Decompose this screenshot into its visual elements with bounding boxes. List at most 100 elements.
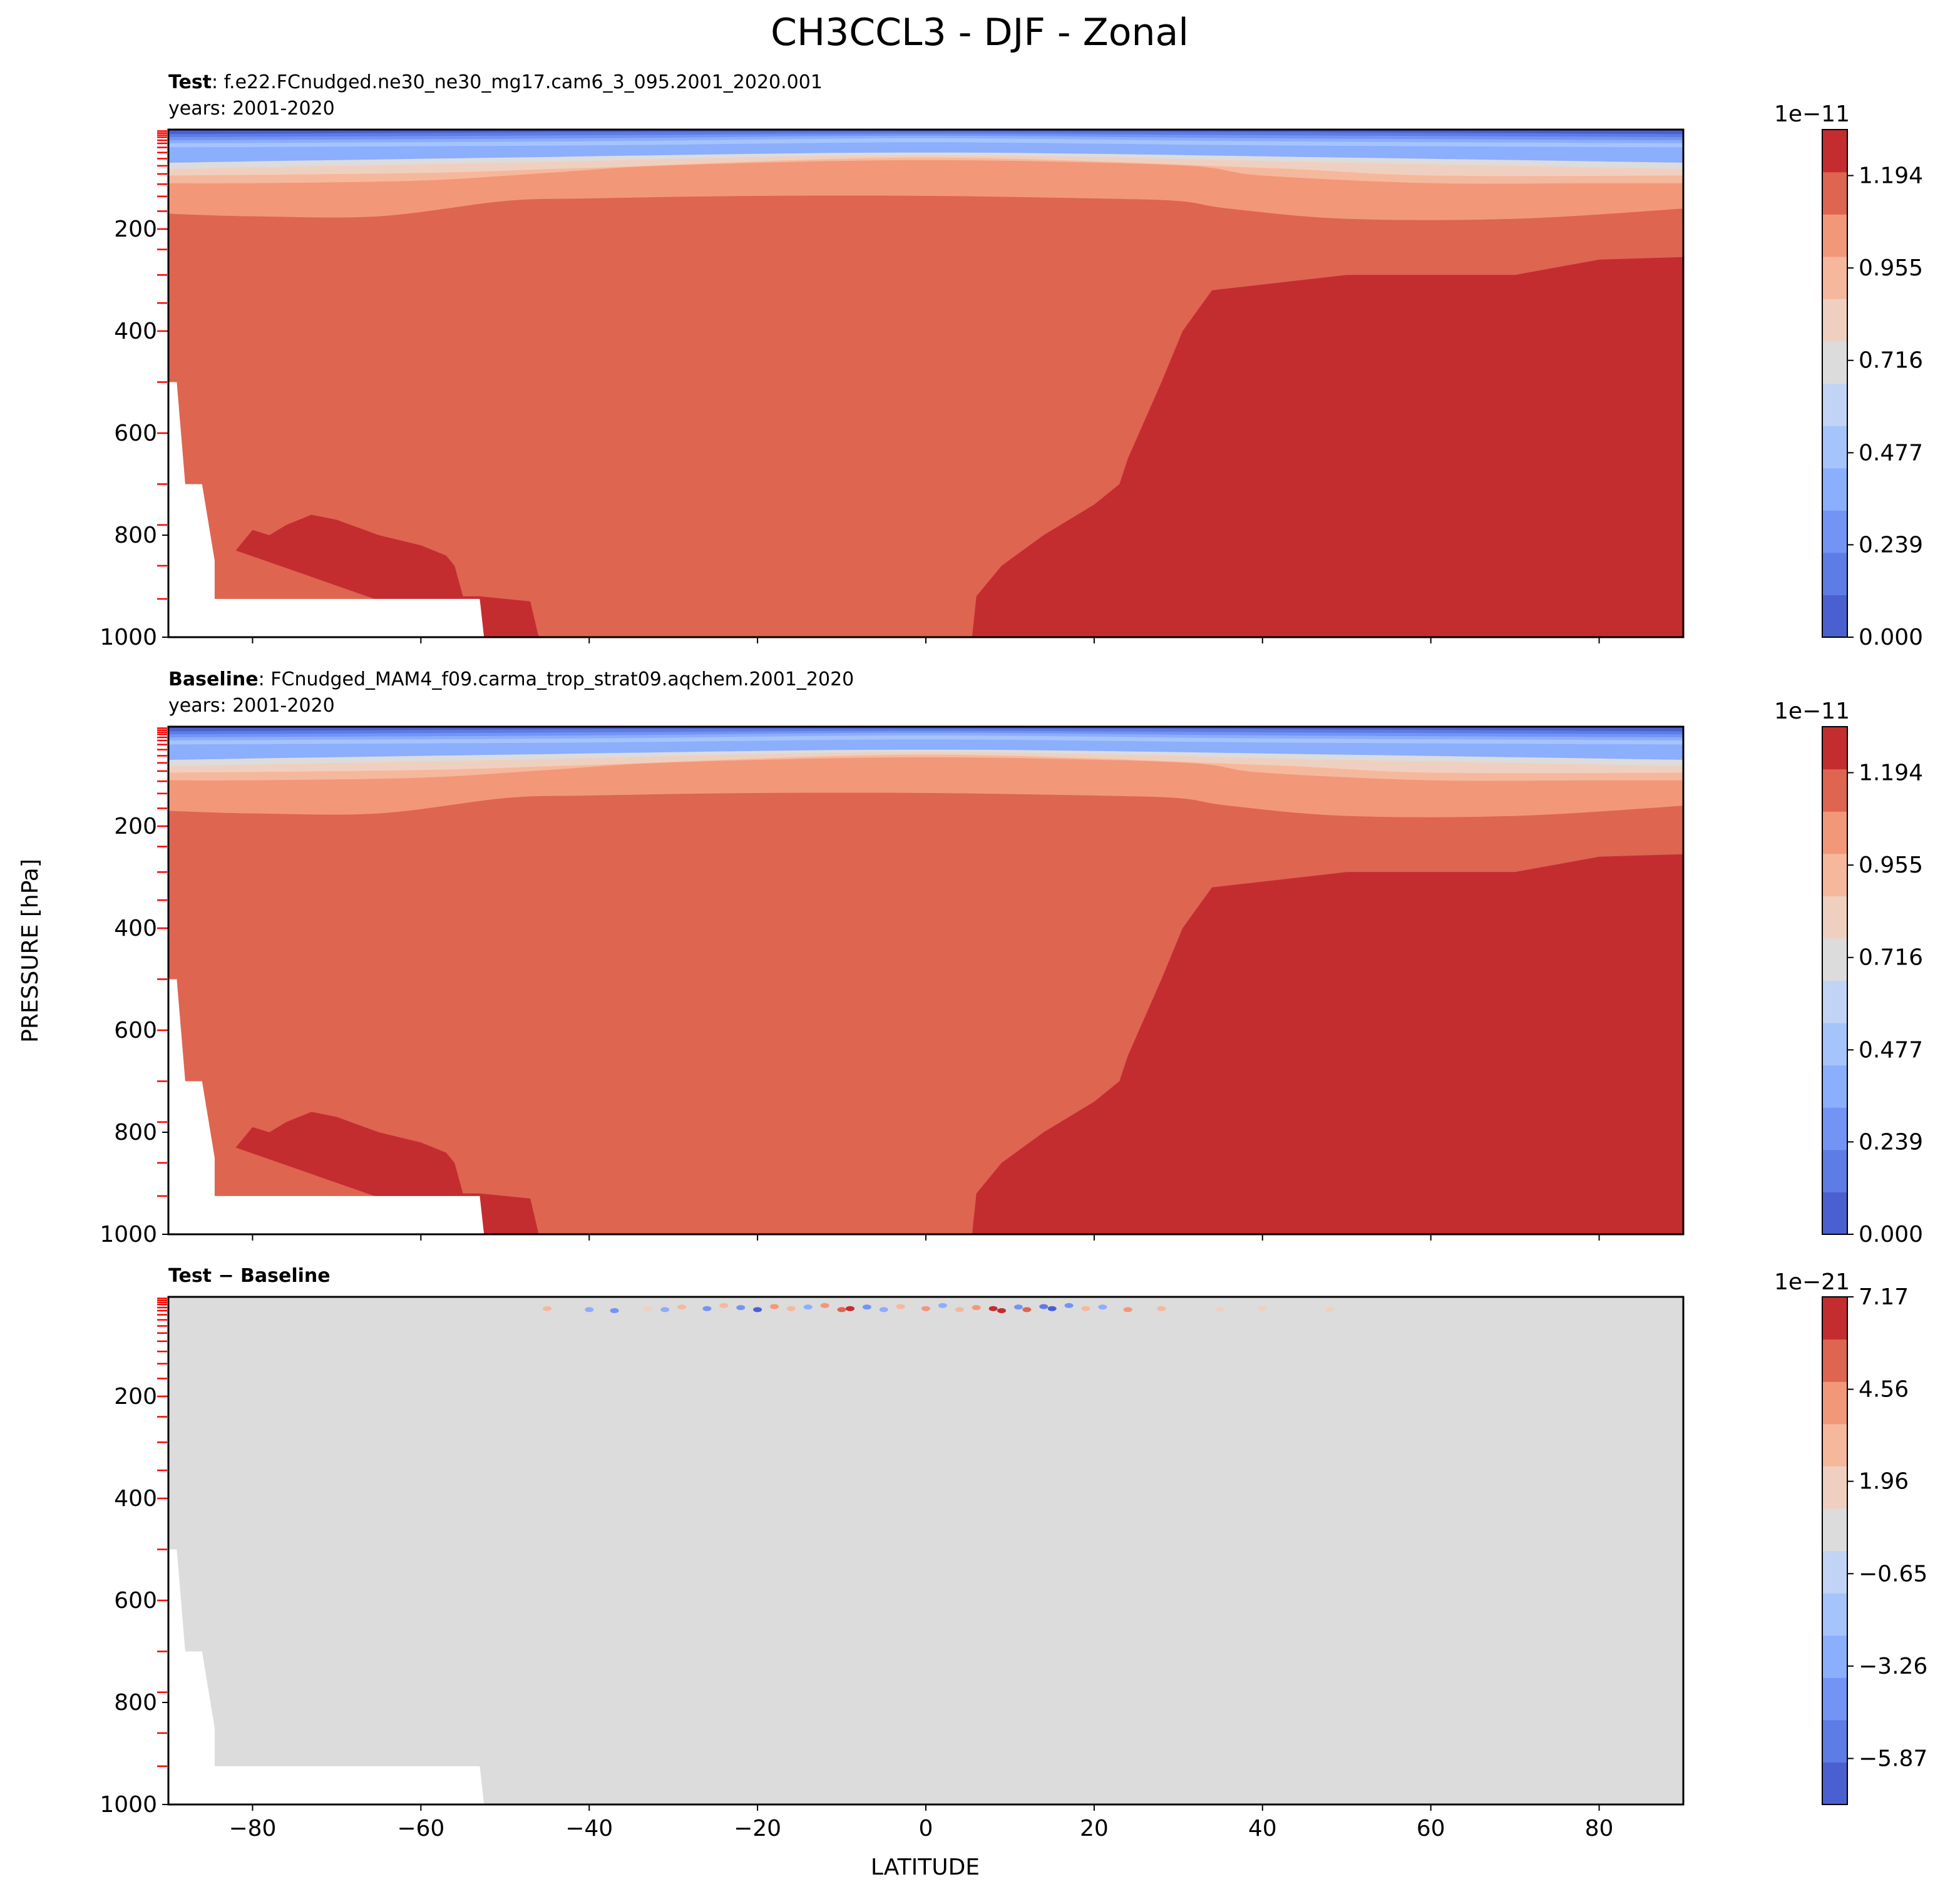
panel-test-years: years: 2001-2020 bbox=[168, 98, 335, 120]
baseline-colorbar-swatch-0 bbox=[1822, 1192, 1847, 1235]
difference-anomaly-26 bbox=[1022, 1307, 1032, 1313]
test-colorbar-swatch-7 bbox=[1822, 299, 1847, 342]
baseline-colorbar-swatch-11 bbox=[1822, 727, 1847, 770]
difference-anomaly-15 bbox=[846, 1306, 854, 1311]
baseline-colorbar-frame bbox=[1822, 726, 1848, 1235]
difference-anomaly-14 bbox=[837, 1307, 846, 1313]
figure-title: CH3CCL3 - DJF - Zonal bbox=[771, 11, 1189, 54]
panel-baseline-colorbar: 0.000 0.239 0.477 0.716 0.955 1.194 bbox=[1822, 726, 1923, 1247]
panel-difference-label: Test − Baseline bbox=[168, 1265, 331, 1287]
difference-anomaly-19 bbox=[921, 1306, 930, 1311]
difference-xtick-label-1: −60 bbox=[397, 1816, 444, 1841]
panel-difference-colorbar: −5.87 −3.26 −0.65 1.96 4.56 7.17 bbox=[1822, 1284, 1927, 1805]
panel-baseline-years: years: 2001-2020 bbox=[168, 695, 335, 717]
difference-anomaly-4 bbox=[660, 1307, 670, 1313]
test-ytick-label-1000: 1000 bbox=[100, 625, 157, 650]
difference-xtick-label-0: −80 bbox=[228, 1816, 276, 1841]
difference-missing-region bbox=[168, 1549, 485, 1804]
test-colorbar-frame bbox=[1822, 129, 1848, 638]
test-ytick-label-600: 600 bbox=[114, 421, 157, 446]
test-colorbar-swatch-6 bbox=[1822, 340, 1847, 384]
difference-colorbar-tick-label-3: 1.96 bbox=[1859, 1469, 1909, 1495]
panel-baseline-label-bold: Baseline bbox=[168, 668, 259, 690]
difference-anomaly-24 bbox=[997, 1308, 1006, 1314]
baseline-colorbar-swatch-8 bbox=[1822, 853, 1847, 896]
difference-colorbar-swatch-3 bbox=[1822, 1635, 1847, 1678]
difference-anomaly-13 bbox=[820, 1303, 829, 1308]
difference-colorbar-swatch-10 bbox=[1822, 1339, 1847, 1382]
test-colorbar-swatch-5 bbox=[1822, 383, 1847, 426]
difference-anomaly-17 bbox=[879, 1307, 888, 1313]
panel-baseline-label: Baseline: FCnudged_MAM4_f09.carma_trop_s… bbox=[168, 668, 854, 690]
baseline-ytick-label-400: 400 bbox=[114, 916, 157, 941]
baseline-missing-region bbox=[168, 979, 485, 1234]
panel-baseline-y-axis: 200 400 600 800 1000 bbox=[100, 727, 168, 1247]
baseline-colorbar-swatch-1 bbox=[1822, 1149, 1847, 1193]
difference-anomaly-31 bbox=[1098, 1304, 1107, 1310]
difference-colorbar-swatch-5 bbox=[1822, 1550, 1847, 1594]
test-ytick-label-200: 200 bbox=[114, 217, 157, 242]
difference-colorbar-swatch-6 bbox=[1822, 1508, 1847, 1552]
difference-xtick-label-6: 40 bbox=[1248, 1816, 1277, 1841]
difference-anomaly-23 bbox=[988, 1306, 998, 1311]
difference-anomaly-28 bbox=[1047, 1306, 1057, 1311]
baseline-colorbar-tick-label-3: 0.716 bbox=[1859, 945, 1923, 971]
baseline-colorbar-swatch-3 bbox=[1822, 1065, 1847, 1108]
baseline-colorbar-tick-label-0: 0.000 bbox=[1859, 1222, 1923, 1247]
difference-anomaly-32 bbox=[1123, 1307, 1132, 1313]
baseline-colorbar-tick-label-2: 0.477 bbox=[1859, 1037, 1923, 1063]
test-colorbar-swatch-8 bbox=[1822, 256, 1847, 299]
difference-anomaly-0 bbox=[543, 1306, 552, 1311]
test-colorbar-swatch-3 bbox=[1822, 468, 1847, 511]
test-colorbar-swatch-10 bbox=[1822, 171, 1847, 215]
baseline-ytick-label-200: 200 bbox=[114, 814, 157, 839]
baseline-colorbar-tick-label-5: 1.194 bbox=[1859, 760, 1923, 786]
difference-anomaly-16 bbox=[862, 1304, 871, 1310]
panel-difference-x-axis: −80 −60 −40 −20 0 20 40 60 80 bbox=[228, 1804, 1613, 1841]
test-missing-region bbox=[168, 382, 485, 637]
test-colorbar-tick-label-1: 0.239 bbox=[1859, 532, 1923, 558]
test-colorbar-tick-label-5: 1.194 bbox=[1859, 163, 1923, 189]
difference-xtick-label-2: −40 bbox=[565, 1816, 613, 1841]
panel-baseline-label-case: : FCnudged_MAM4_f09.carma_trop_strat09.a… bbox=[259, 668, 854, 690]
panel-test: Test: f.e22.FCnudged.ne30_ne30_mg17.cam6… bbox=[100, 71, 1923, 650]
panel-test-x-axis bbox=[252, 637, 1600, 643]
difference-fill-field bbox=[168, 1297, 1683, 1804]
baseline-colorbar-tick-label-4: 0.955 bbox=[1859, 852, 1923, 878]
difference-anomaly-2 bbox=[610, 1308, 619, 1314]
panel-baseline-plot bbox=[168, 727, 1683, 1234]
difference-anomaly-36 bbox=[1325, 1307, 1335, 1313]
test-colorbar-swatch-11 bbox=[1822, 130, 1847, 173]
baseline-ytick-label-1000: 1000 bbox=[100, 1222, 157, 1247]
test-colorbar-swatch-0 bbox=[1822, 595, 1847, 638]
panel-test-label: Test: f.e22.FCnudged.ne30_ne30_mg17.cam6… bbox=[168, 71, 823, 93]
panel-difference-y-axis: 200 400 600 800 1000 bbox=[100, 1298, 168, 1818]
test-colorbar-tick-label-3: 0.716 bbox=[1859, 348, 1923, 374]
difference-colorbar-swatch-1 bbox=[1822, 1719, 1847, 1763]
difference-anomaly-6 bbox=[702, 1306, 712, 1311]
baseline-colorbar-swatch-7 bbox=[1822, 896, 1847, 939]
difference-anomaly-7 bbox=[719, 1303, 729, 1308]
difference-colorbar-tick-label-2: −0.65 bbox=[1859, 1561, 1927, 1587]
panel-difference-colorbar-exponent: 1e−21 bbox=[1774, 1269, 1850, 1295]
test-colorbar-tick-label-0: 0.000 bbox=[1859, 625, 1923, 650]
panel-test-colorbar-exponent: 1e−11 bbox=[1774, 101, 1850, 127]
difference-anomaly-25 bbox=[1013, 1304, 1023, 1310]
baseline-ytick-label-600: 600 bbox=[114, 1018, 157, 1043]
difference-anomaly-1 bbox=[585, 1307, 594, 1313]
difference-ytick-label-600: 600 bbox=[114, 1588, 157, 1614]
test-colorbar-tick-label-2: 0.477 bbox=[1859, 440, 1923, 466]
panel-test-y-axis: 200 400 600 800 1000 bbox=[100, 130, 168, 650]
test-colorbar-swatch-2 bbox=[1822, 510, 1847, 553]
difference-anomaly-27 bbox=[1039, 1304, 1049, 1309]
difference-anomaly-3 bbox=[644, 1306, 653, 1311]
panel-test-plot bbox=[168, 130, 1683, 637]
test-colorbar-swatch-4 bbox=[1822, 426, 1847, 469]
difference-anomaly-21 bbox=[955, 1307, 964, 1313]
test-ytick-label-800: 800 bbox=[114, 523, 157, 548]
difference-ytick-label-1000: 1000 bbox=[100, 1792, 157, 1818]
difference-anomaly-11 bbox=[786, 1306, 796, 1311]
panel-test-label-bold: Test bbox=[168, 71, 212, 93]
